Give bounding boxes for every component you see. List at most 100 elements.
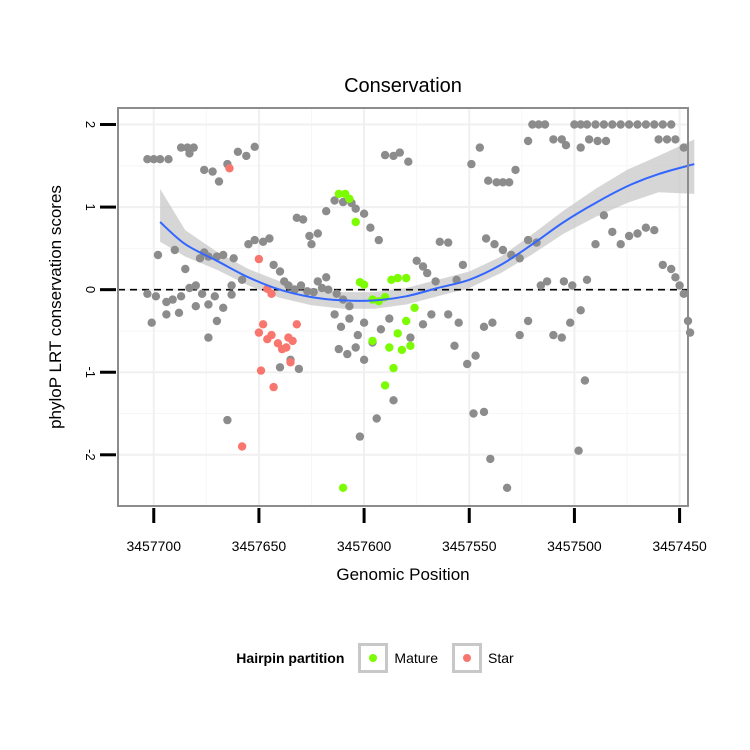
chart-title: Conservation xyxy=(344,75,462,97)
point-other xyxy=(227,290,236,299)
point-other xyxy=(444,310,453,319)
x-tick-label: 3457650 xyxy=(232,538,287,554)
x-tick-label: 3457700 xyxy=(126,538,181,554)
point-other xyxy=(582,275,592,284)
point-other xyxy=(528,120,537,129)
point-mature xyxy=(393,273,402,283)
point-other xyxy=(511,165,520,175)
point-mature xyxy=(402,273,411,283)
point-other xyxy=(313,277,322,286)
point-other xyxy=(481,234,491,243)
point-other xyxy=(250,142,259,151)
point-other xyxy=(359,355,369,364)
point-other xyxy=(204,333,213,342)
point-other xyxy=(208,167,217,176)
point-other xyxy=(151,292,161,301)
point-other xyxy=(542,277,552,286)
point-other xyxy=(389,151,398,161)
point-other xyxy=(174,308,184,317)
x-tick-label: 3457500 xyxy=(547,538,602,554)
point-other xyxy=(395,148,404,157)
point-other xyxy=(679,143,688,152)
point-star xyxy=(258,320,268,329)
point-other xyxy=(490,240,499,249)
point-other xyxy=(624,231,634,241)
point-other xyxy=(309,287,318,297)
point-other xyxy=(406,333,415,342)
point-other xyxy=(557,333,566,342)
point-other xyxy=(250,235,259,245)
point-mature xyxy=(359,280,369,289)
point-star xyxy=(254,254,264,264)
point-other xyxy=(345,314,354,323)
point-other xyxy=(488,318,497,327)
point-other xyxy=(330,196,339,205)
x-tick-label: 3457600 xyxy=(337,538,392,554)
point-other xyxy=(574,446,583,455)
legend: Hairpin partition Mature Star xyxy=(0,638,750,678)
points-star xyxy=(225,164,301,451)
point-other xyxy=(427,310,436,319)
point-other xyxy=(568,281,577,290)
point-other xyxy=(593,136,602,146)
point-other xyxy=(227,281,236,290)
point-other xyxy=(650,226,659,235)
point-other xyxy=(162,297,171,307)
plot-panel xyxy=(117,107,695,507)
point-other xyxy=(458,260,468,270)
point-other xyxy=(258,237,268,246)
point-other xyxy=(641,120,651,129)
legend-label-star: Star xyxy=(488,650,514,666)
point-mature xyxy=(351,217,360,227)
point-mature xyxy=(334,189,343,199)
point-other xyxy=(671,273,680,282)
point-other xyxy=(616,240,625,249)
point-other xyxy=(143,155,152,164)
point-other xyxy=(654,135,663,144)
smooth-line-layer xyxy=(159,163,695,302)
point-other xyxy=(372,414,381,423)
point-star xyxy=(269,382,278,392)
legend-dot-mature-icon xyxy=(369,654,378,662)
point-other xyxy=(185,149,194,158)
point-other xyxy=(162,310,171,319)
point-star xyxy=(288,336,297,346)
point-other xyxy=(191,302,200,311)
point-other xyxy=(624,120,634,129)
point-other xyxy=(549,330,558,340)
point-other xyxy=(641,223,651,232)
point-other xyxy=(450,341,459,350)
point-other xyxy=(317,283,327,293)
point-other xyxy=(467,159,476,169)
point-other xyxy=(176,292,186,301)
point-mature xyxy=(402,316,411,326)
point-other xyxy=(143,289,152,298)
point-other xyxy=(219,303,228,312)
point-other xyxy=(601,136,611,146)
point-other xyxy=(523,316,533,326)
point-other xyxy=(675,281,684,290)
point-other xyxy=(324,285,333,294)
point-other xyxy=(431,277,440,286)
point-other xyxy=(599,211,609,220)
y-axis: -2 -1 0 1 2 xyxy=(83,121,116,461)
y-tick-label: 0 xyxy=(83,286,98,293)
y-axis-label: phyloP LRT conservation scores xyxy=(46,185,65,429)
point-other xyxy=(559,277,569,286)
point-other xyxy=(322,207,331,216)
point-mature xyxy=(393,329,402,338)
point-other xyxy=(351,343,360,352)
point-other xyxy=(616,120,625,129)
point-other xyxy=(223,415,232,425)
point-other xyxy=(608,227,617,237)
point-other xyxy=(667,264,676,274)
point-other xyxy=(435,237,444,246)
point-other xyxy=(633,229,642,238)
point-other xyxy=(338,197,348,207)
point-other xyxy=(330,310,339,319)
point-other xyxy=(492,178,501,187)
point-other xyxy=(265,234,274,243)
point-star xyxy=(237,442,247,451)
point-other xyxy=(355,432,365,441)
point-other xyxy=(305,231,314,241)
